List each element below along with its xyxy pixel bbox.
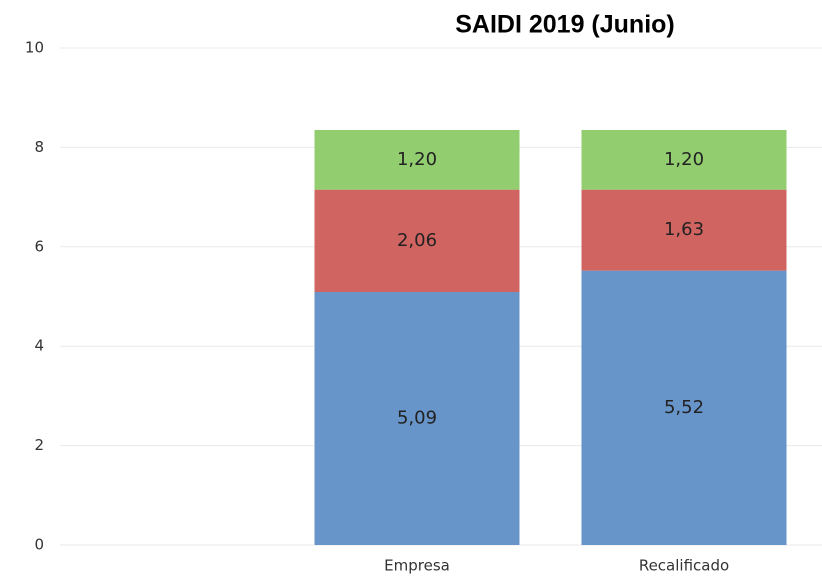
y-tick-label: 10 <box>25 39 44 57</box>
x-tick-label: Recalificado <box>639 557 729 575</box>
data-label: 5,09 <box>397 408 437 429</box>
data-label: 5,52 <box>664 397 704 418</box>
data-label: 2,06 <box>397 230 437 251</box>
chart-title: SAIDI 2019 (Junio) <box>455 11 675 39</box>
bar-segment <box>314 292 520 545</box>
bar-segment <box>581 130 787 190</box>
y-tick-label: 0 <box>34 536 44 554</box>
data-label: 1,20 <box>664 149 704 170</box>
x-tick-label: Empresa <box>384 557 450 575</box>
bar-segment <box>314 189 520 293</box>
bar-segment <box>581 270 787 545</box>
y-tick-label: 6 <box>34 237 44 255</box>
bar-segment <box>581 189 787 271</box>
bar-segment <box>314 130 520 190</box>
y-tick-label: 2 <box>34 436 44 454</box>
y-tick-label: 8 <box>34 138 44 156</box>
y-tick-label: 4 <box>34 337 44 355</box>
data-label: 1,20 <box>397 149 437 170</box>
data-label: 1,63 <box>664 219 704 240</box>
